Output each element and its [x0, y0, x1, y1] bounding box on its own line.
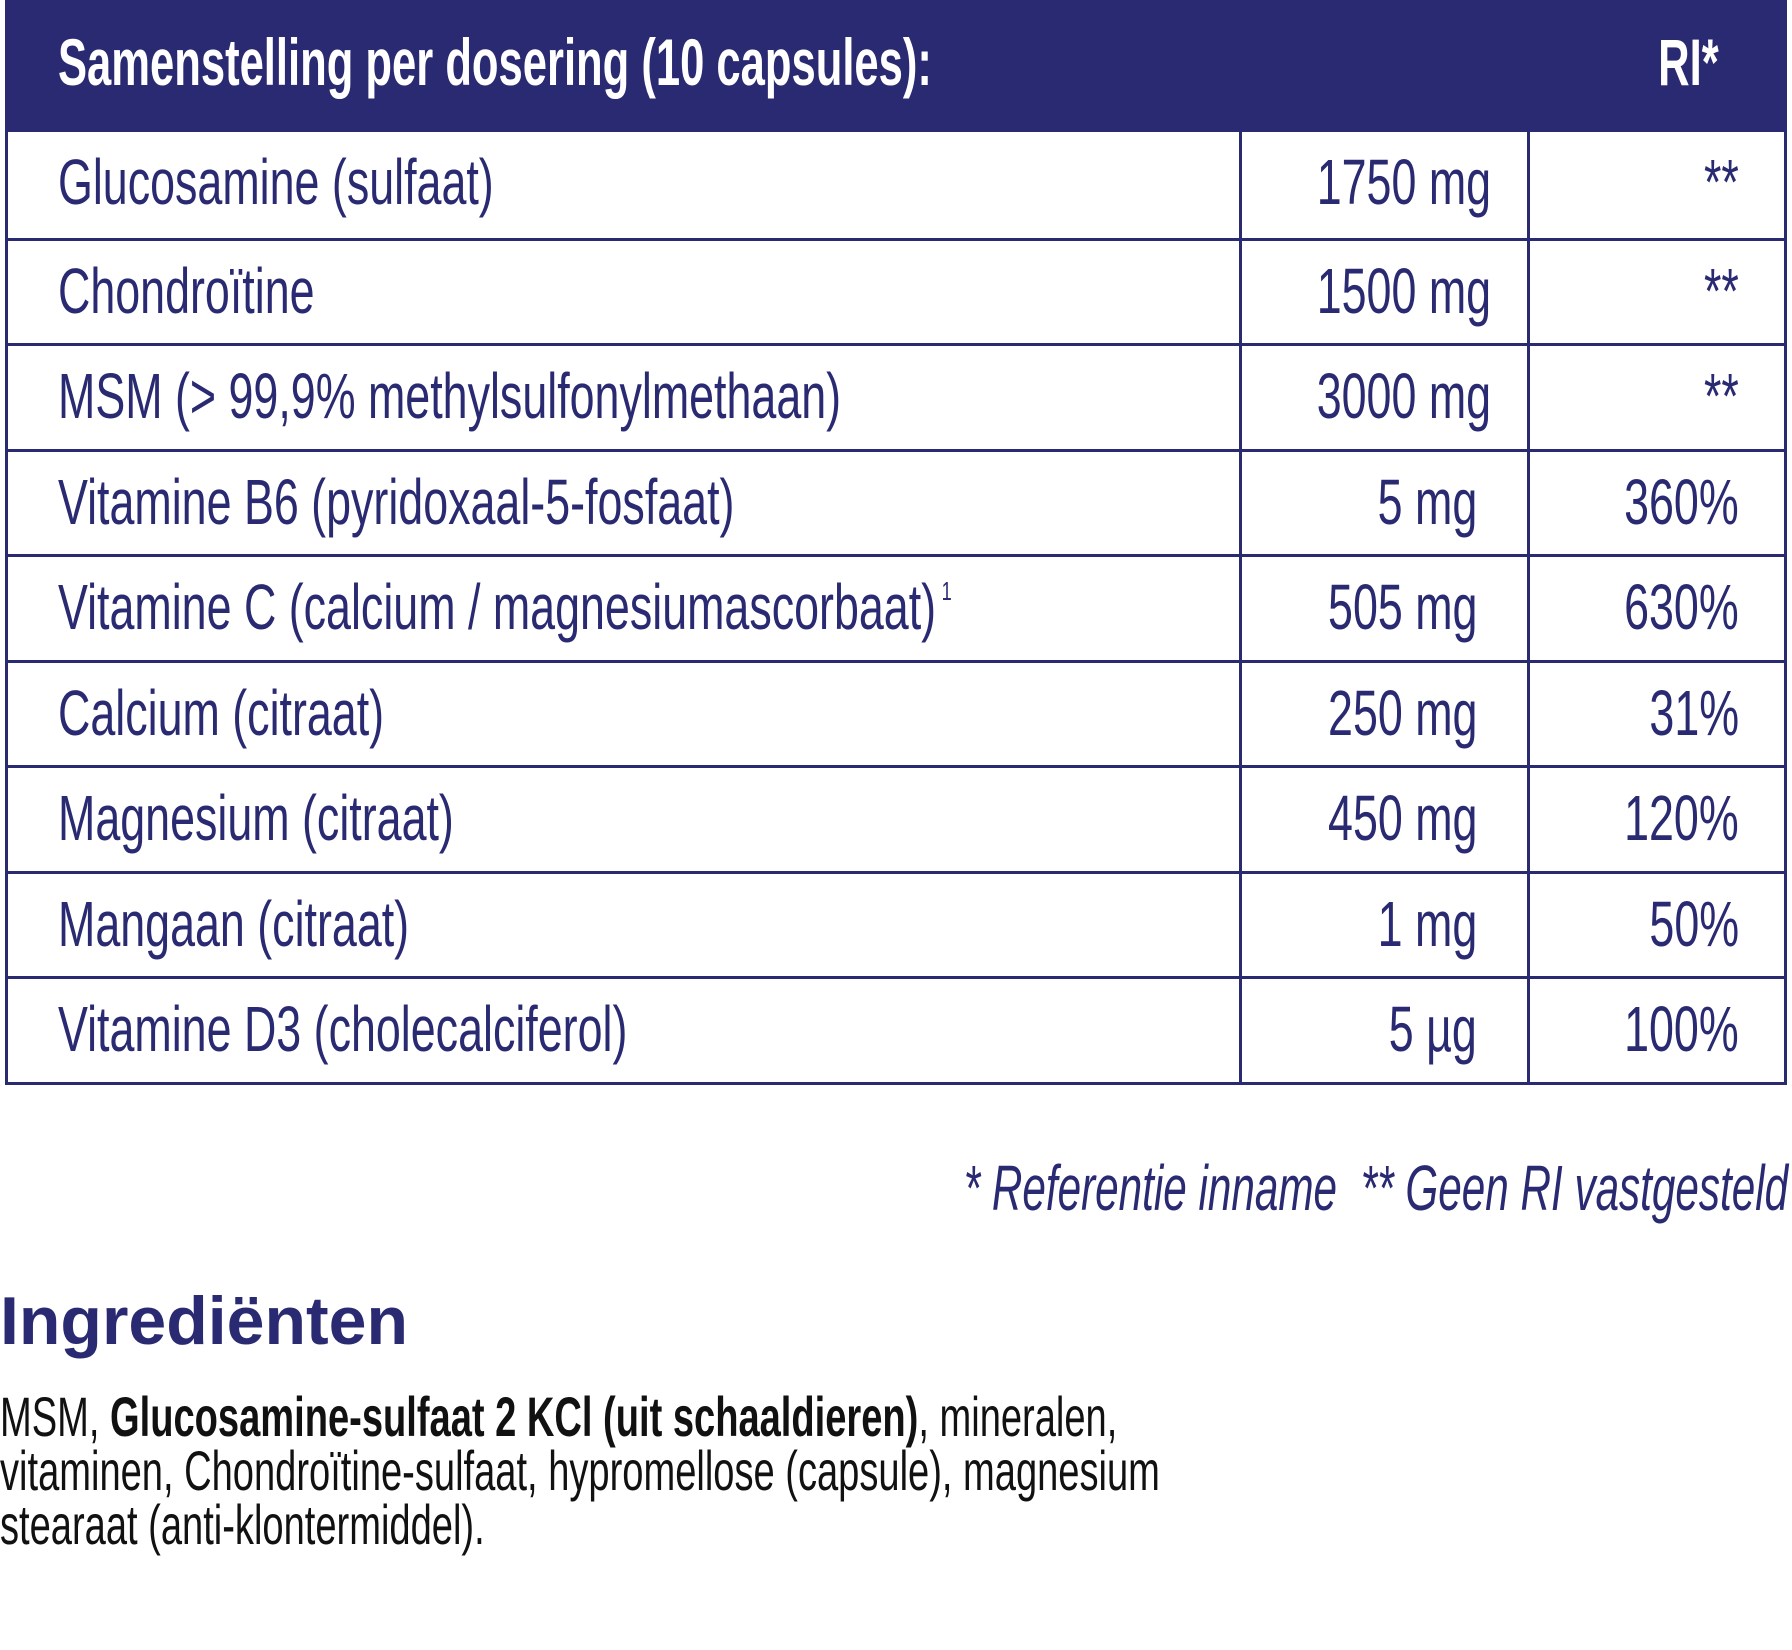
ingredient-name: Glucosamine (sulfaat) — [58, 146, 494, 218]
table-row: Chondroïtine 1500 mg ** — [8, 237, 1787, 344]
ri-cell: 50% — [1527, 873, 1787, 976]
table-header-title-text: Samenstelling per dosering (10 capsules)… — [58, 25, 932, 99]
amount-value: 5 mg — [1377, 465, 1477, 538]
ingredients-allergen: Glucosamine-sulfaat 2 KCl (uit schaaldie… — [110, 1385, 919, 1448]
amount-cell: 3000 mg — [1239, 346, 1527, 449]
ri-cell: 630% — [1527, 557, 1787, 660]
table-row: Magnesium (citraat) 450 mg 120% — [8, 765, 1784, 871]
ri-value: 630% — [1624, 571, 1739, 643]
table-row: Glucosamine (sulfaat) 1750 mg ** — [8, 132, 1784, 238]
ri-value: 50% — [1649, 887, 1739, 960]
ri-cell: 100% — [1527, 979, 1787, 1082]
ingredient-name: Magnesium (citraat) — [58, 782, 454, 854]
amount-value: 505 mg — [1327, 571, 1477, 643]
footnote-ri: * Referentie inname — [963, 1152, 1337, 1224]
ingredient-name: Vitamine C (calcium / magnesiumascorbaat… — [58, 571, 937, 643]
ri-cell: ** — [1527, 346, 1787, 449]
ri-value: 31% — [1649, 676, 1739, 749]
ingredient-name-cell: Vitamine D3 (cholecalciferol) — [8, 979, 1239, 1082]
amount-value: 1500 mg — [1316, 254, 1492, 327]
table-body: Glucosamine (sulfaat) 1750 mg ** Chondro… — [5, 132, 1787, 1085]
table-row: Vitamine B6 (pyridoxaal-5-fosfaat) 5 mg … — [8, 448, 1787, 555]
ingredients-line-1-suffix: , mineralen, — [918, 1385, 1118, 1448]
ingredient-name-cell: Glucosamine (sulfaat) — [8, 132, 1239, 238]
ingredient-name-cell: Vitamine B6 (pyridoxaal-5-fosfaat) — [8, 452, 1239, 555]
ri-value: ** — [1704, 360, 1739, 432]
amount-cell: 450 mg — [1239, 768, 1527, 871]
amount-value: 450 mg — [1327, 782, 1477, 854]
table-footnote: * Referentie inname ** Geen RI vastgestel… — [539, 1148, 1788, 1228]
amount-value: 5 µg — [1388, 993, 1477, 1065]
ri-cell: ** — [1527, 240, 1787, 343]
amount-value: 3000 mg — [1316, 360, 1492, 432]
footnote-marker: 1 — [941, 576, 952, 606]
table-row: Vitamine C (calcium / magnesiumascorbaat… — [8, 554, 1784, 660]
ingredient-name: MSM (> 99,9% methylsulfonylmethaan) — [58, 360, 842, 432]
table-row: MSM (> 99,9% methylsulfonylmethaan) 3000… — [8, 343, 1784, 449]
ingredient-name: Vitamine D3 (cholecalciferol) — [58, 993, 628, 1065]
ingredients-heading: Ingrediënten — [0, 1283, 409, 1359]
ri-cell: 31% — [1527, 662, 1787, 765]
ingredient-name-cell: Mangaan (citraat) — [8, 874, 1239, 977]
amount-cell: 1500 mg — [1239, 240, 1527, 343]
ingredient-name-cell: Magnesium (citraat) — [8, 768, 1239, 871]
table-header-ri-text: RI* — [1658, 25, 1719, 99]
ri-cell: ** — [1527, 132, 1787, 238]
amount-cell: 5 µg — [1239, 979, 1527, 1082]
table-header-ri: RI* — [1627, 22, 1719, 102]
ingredients-line-1: MSM, Glucosamine-sulfaat 2 KCl (uit scha… — [0, 1389, 1741, 1445]
ri-value: 360% — [1624, 465, 1739, 538]
amount-cell: 1 mg — [1239, 873, 1527, 976]
ingredient-name-cell: MSM (> 99,9% methylsulfonylmethaan) — [8, 346, 1239, 449]
amount-value: 1750 mg — [1316, 146, 1492, 218]
table-row: Calcium (citraat) 250 mg 31% — [8, 659, 1787, 766]
ingredient-name-cell: Calcium (citraat) — [8, 663, 1239, 766]
table-header: Samenstelling per dosering (10 capsules)… — [5, 0, 1787, 132]
footnote-wrapper: * Referentie inname ** Geen RI vastgestel… — [964, 1148, 1788, 1228]
ingredient-name: Chondroïtine — [58, 254, 315, 327]
ingredient-name: Vitamine B6 (pyridoxaal-5-fosfaat) — [58, 465, 735, 538]
amount-value: 1 mg — [1377, 887, 1477, 960]
table-row: Mangaan (citraat) 1 mg 50% — [8, 870, 1787, 977]
ingredient-name: Calcium (citraat) — [58, 676, 385, 749]
amount-cell: 505 mg — [1239, 557, 1527, 660]
amount-cell: 250 mg — [1239, 662, 1527, 765]
ri-value: 100% — [1624, 993, 1739, 1065]
amount-cell: 5 mg — [1239, 451, 1527, 554]
ingredient-name-cell: Chondroïtine — [8, 241, 1239, 344]
ri-value: ** — [1704, 146, 1739, 218]
amount-value: 250 mg — [1327, 676, 1477, 749]
ri-value: 120% — [1624, 782, 1739, 854]
ri-cell: 120% — [1527, 768, 1787, 871]
table-row: Vitamine D3 (cholecalciferol) 5 µg 100% — [8, 976, 1784, 1082]
ingredients-line-1-prefix: MSM, — [0, 1385, 111, 1448]
amount-cell: 1750 mg — [1239, 132, 1527, 238]
ingredient-name: Mangaan (citraat) — [58, 887, 410, 960]
nutrition-table: Samenstelling per dosering (10 capsules)… — [5, 0, 1787, 1085]
ingredient-name-cell: Vitamine C (calcium / magnesiumascorbaat… — [8, 557, 1239, 660]
ingredients-line-2: vitaminen, Chondroïtine-sulfaat, hyprome… — [0, 1439, 1160, 1502]
table-header-title: Samenstelling per dosering (10 capsules)… — [58, 22, 1382, 102]
ingredients-line-3: stearaat (anti-klontermiddel). — [0, 1493, 485, 1556]
ingredient-name-wrapper: Vitamine C (calcium / magnesiumascorbaat… — [58, 557, 952, 657]
footnote-no-ri: ** Geen RI vastgesteld — [1360, 1152, 1788, 1224]
ri-cell: 360% — [1527, 451, 1787, 554]
ingredients-list: MSM, Glucosamine-sulfaat 2 KCl (uit scha… — [0, 1389, 1741, 1556]
ri-value: ** — [1704, 254, 1739, 327]
